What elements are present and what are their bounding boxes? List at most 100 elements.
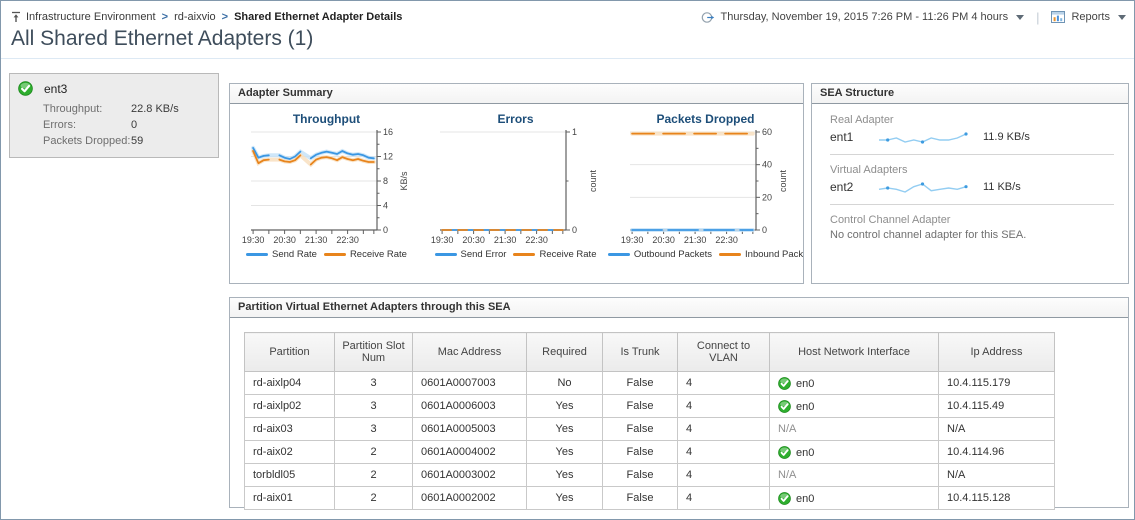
table-cell: Yes (526, 440, 603, 464)
host-network-interface-cell: en0 (769, 371, 939, 395)
control-channel-label: Control Channel Adapter (830, 214, 951, 226)
timerange-selector[interactable]: Thursday, November 19, 2015 7:26 PM - 11… (720, 11, 1009, 23)
svg-text:20:30: 20:30 (462, 235, 485, 245)
status-ok-icon (778, 445, 791, 459)
table-cell: 3 (334, 394, 413, 418)
adapter-summary-panel: Adapter Summary Throughput 0 4 8 12 16 KB/s 19… (229, 83, 804, 284)
real-adapter-name[interactable]: ent1 (830, 130, 854, 144)
legend-item: Send Rate (246, 249, 317, 260)
packets-dropped-chart: Packets Dropped 0 20 40 60 count 19:30 20:30 21… (607, 108, 803, 260)
reports-menu[interactable]: Reports (1071, 11, 1110, 23)
chart-title: Errors (497, 112, 534, 126)
tile-metric-packets-dropped: Packets Dropped: 59 (18, 133, 212, 149)
metric-label: Throughput: (43, 103, 103, 115)
table-cell: 0601A0005003 (412, 417, 527, 441)
tile-metric-throughput: Throughput: 22.8 KB/s (18, 101, 212, 117)
table-row-rd-aixlp02[interactable]: rd-aixlp02 3 0601A0006003 Yes False 4 en0 10.4.… (244, 394, 1055, 418)
metric-label: Errors: (43, 119, 76, 131)
table-cell: 4 (677, 486, 770, 510)
table-cell: 4 (677, 440, 770, 464)
virtual-adapters-label: Virtual Adapters (830, 164, 908, 176)
host-interface-label: N/A (778, 469, 797, 481)
table-cell: 3 (334, 417, 413, 441)
svg-text:0: 0 (572, 225, 577, 235)
host-interface-label: en0 (796, 400, 815, 413)
status-ok-icon (778, 491, 791, 505)
host-network-interface-cell: en0 (769, 486, 939, 510)
legend-swatch (246, 253, 269, 256)
errors-chart: Errors 0 1 count 19:30 20:30 21:30 22:30 Send … (421, 108, 610, 260)
legend-label: Receive Rate (349, 249, 407, 260)
column-header-ip-address[interactable]: Ip Address (938, 332, 1055, 372)
column-header-host-network-interface[interactable]: Host Network Interface (769, 332, 939, 372)
table-row-rd-aix01[interactable]: rd-aix01 2 0601A0002002 Yes False 4 en0 10.4.11… (244, 486, 1055, 510)
column-header-mac-address[interactable]: Mac Address (412, 332, 527, 372)
table-cell: 4 (677, 463, 770, 487)
breadcrumb-rd-aixvio[interactable]: rd-aixvio (174, 11, 216, 23)
legend-item: Send Error (434, 249, 506, 260)
table-cell: 0601A0004002 (412, 440, 527, 464)
svg-text:4: 4 (383, 201, 388, 211)
host-network-interface-cell: en0 (769, 394, 939, 418)
column-header-partition[interactable]: Partition (244, 332, 335, 372)
table-cell: Yes (526, 486, 603, 510)
svg-text:0: 0 (762, 225, 767, 235)
table-row-torbldl05[interactable]: torbldl05 2 0601A0003002 Yes False 4 N/A N/A (244, 463, 1055, 487)
up-level-icon[interactable] (11, 11, 21, 23)
tile-metric-errors: Errors: 0 (18, 117, 212, 133)
table-cell: No (526, 371, 603, 395)
virtual-adapters-section: Virtual Adapters ent2 11 KB/s (830, 164, 1116, 195)
reports-icon (1051, 11, 1066, 23)
table-cell: Yes (526, 394, 603, 418)
legend-swatch (607, 253, 630, 256)
adapter-name: ent3 (44, 81, 68, 96)
host-network-interface-cell: N/A (769, 417, 939, 441)
column-header-is-trunk[interactable]: Is Trunk (602, 332, 678, 372)
virtual-adapter-sparkline (876, 179, 971, 195)
real-adapter-section: Real Adapter ent1 11.9 KB/s (830, 114, 1116, 145)
table-cell: 3 (334, 371, 413, 395)
column-header-partition-slot-num[interactable]: Partition Slot Num (334, 332, 413, 372)
timerange-clock-icon (701, 11, 715, 24)
toolbar: Thursday, November 19, 2015 7:26 PM - 11… (701, 9, 1126, 25)
status-ok-icon (778, 376, 791, 390)
errors-chart-plot: 0 1 count 19:30 20:30 21:30 22:30 (426, 126, 606, 248)
table-cell: 4 (677, 394, 770, 418)
chart-title: Packets Dropped (656, 112, 755, 126)
svg-text:60: 60 (762, 127, 772, 137)
errors-chart-legend: Send Error Receive Rate (434, 249, 596, 260)
column-header-connect-to-vlan[interactable]: Connect to VLAN (677, 332, 770, 372)
table-cell: False (602, 417, 678, 441)
partition-panel-title: Partition Virtual Ethernet Adapters thro… (230, 298, 1128, 318)
adapter-tile-ent3[interactable]: ent3 Throughput: 22.8 KB/s Errors: 0 Pac… (9, 73, 219, 158)
reports-caret-icon[interactable] (1118, 14, 1126, 20)
partition-adapters-panel: Partition Virtual Ethernet Adapters thro… (229, 297, 1129, 510)
host-network-interface-cell: N/A (769, 463, 939, 487)
table-cell: Yes (526, 417, 603, 441)
table-cell: N/A (938, 463, 1055, 487)
table-row-rd-aix03[interactable]: rd-aix03 3 0601A0005003 Yes False 4 N/A N/A (244, 417, 1055, 441)
svg-text:20:30: 20:30 (273, 235, 296, 245)
timerange-caret-icon[interactable] (1016, 14, 1025, 20)
svg-text:19:30: 19:30 (430, 235, 453, 245)
host-interface-label: en0 (796, 492, 815, 505)
top-bar: Infrastructure Environment > rd-aixvio >… (11, 8, 1126, 26)
svg-text:8: 8 (383, 176, 388, 186)
svg-text:40: 40 (762, 160, 772, 170)
virtual-adapter-value: 11 KB/s (983, 181, 1021, 193)
table-row-rd-aix02[interactable]: rd-aix02 2 0601A0004002 Yes False 4 en0 10.4.11… (244, 440, 1055, 464)
column-header-required[interactable]: Required (526, 332, 603, 372)
table-cell: 0601A0007003 (412, 371, 527, 395)
host-interface-label: en0 (796, 446, 815, 459)
control-channel-text: No control channel adapter for this SEA. (830, 229, 1027, 241)
toolbar-divider: | (1036, 9, 1040, 25)
status-ok-icon (18, 81, 33, 96)
control-channel-section: Control Channel Adapter No control chann… (830, 214, 1116, 241)
virtual-adapter-name[interactable]: ent2 (830, 180, 854, 194)
svg-text:22:30: 22:30 (715, 235, 738, 245)
status-ok-icon (18, 81, 38, 96)
packets-dropped-chart-plot: 0 20 40 60 count 19:30 20:30 21:30 22:30 (616, 126, 796, 248)
breadcrumb-infrastructure-environment[interactable]: Infrastructure Environment (26, 11, 156, 23)
table-row-rd-aixlp04[interactable]: rd-aixlp04 3 0601A0007003 No False 4 en0 10.4.1… (244, 371, 1055, 395)
host-interface-label: N/A (778, 423, 797, 435)
